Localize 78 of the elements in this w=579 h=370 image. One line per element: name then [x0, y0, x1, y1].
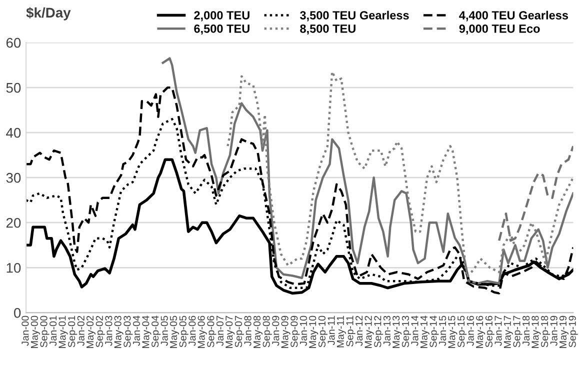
x-tick-label: May-10 — [309, 316, 318, 348]
x-tick-label: Sep-11 — [346, 316, 356, 346]
y-axis-title: $k/Day — [26, 7, 71, 20]
x-tick-label: Jan-12 — [356, 316, 363, 346]
y-tick-label: 0 — [14, 308, 21, 318]
x-tick-label: Sep-02 — [96, 316, 105, 348]
x-tick-label: Jan-09 — [272, 316, 280, 346]
x-tick-label: May-11 — [336, 316, 346, 348]
x-tick-label: May-03 — [114, 316, 124, 348]
x-tick-label: Sep-13 — [402, 316, 411, 348]
x-tick-label: Jan-06 — [188, 316, 196, 346]
y-tick-label: 10 — [6, 262, 21, 273]
x-tick-label: Sep-07 — [234, 316, 244, 348]
legend-label: 6,500 TEU — [194, 24, 250, 35]
x-tick-label: May-01 — [58, 316, 68, 348]
x-tick-label: Sep-05 — [179, 316, 188, 348]
x-tick-label: Jan-16 — [466, 316, 474, 346]
x-tick-label: Sep-03 — [124, 316, 133, 348]
x-tick-label: Sep-04 — [152, 316, 161, 348]
legend-label: 4,400 TEU Gearless — [459, 10, 568, 22]
x-tick-label: Sep-15 — [458, 316, 467, 348]
x-tick-label: May-16 — [476, 316, 486, 348]
x-tick-label: Sep-12 — [374, 316, 384, 348]
x-tick-label: Jan-17 — [494, 316, 502, 346]
x-tick-label: Jan-15 — [439, 316, 446, 346]
x-tick-label: May-17 — [504, 316, 513, 348]
x-tick-label: May-14 — [420, 316, 430, 348]
x-tick-label: Jan-00 — [22, 316, 29, 346]
x-tick-label: May-04 — [142, 316, 152, 348]
x-tick-label: Jan-14 — [411, 316, 418, 346]
x-tick-label: May-18 — [532, 316, 541, 348]
x-tick-label: Jan-01 — [50, 316, 57, 346]
x-tick-label: Jan-18 — [522, 316, 530, 346]
x-tick-label: Sep-16 — [485, 316, 494, 348]
x-tick-label: May-08 — [253, 316, 263, 348]
line-series — [226, 70, 574, 278]
x-tick-label: Jan-02 — [77, 316, 84, 346]
legend-label: 9,000 TEU Eco — [459, 24, 540, 35]
y-tick-label: 50 — [6, 82, 21, 93]
x-tick-label: May-00 — [30, 316, 40, 348]
x-tick-label: May-09 — [281, 316, 290, 348]
x-tick-label: May-07 — [226, 316, 235, 348]
x-tick-label: Jan-19 — [550, 316, 558, 346]
x-tick-label: Sep-08 — [262, 316, 272, 348]
x-tick-label: May-15 — [448, 316, 458, 348]
y-tick-label: 20 — [6, 218, 21, 228]
line-series — [26, 86, 574, 294]
legend-label: 3,500 TEU Gearless — [300, 10, 409, 22]
line-series — [498, 144, 574, 242]
x-tick-label: Sep-19 — [568, 316, 578, 348]
x-tick-label: May-06 — [198, 316, 207, 348]
x-tick-label: Sep-06 — [207, 316, 216, 348]
x-tick-label: Jan-10 — [300, 316, 307, 346]
y-tick-label: 60 — [6, 38, 21, 48]
x-tick-label: Jan-04 — [132, 316, 140, 346]
x-tick-label: Jan-07 — [216, 316, 224, 346]
x-tick-label: Sep-17 — [513, 316, 522, 348]
x-tick-label: May-02 — [86, 316, 96, 348]
y-tick-label: 30 — [6, 172, 21, 183]
x-tick-label: Sep-09 — [290, 316, 300, 348]
x-tick-label: May-13 — [392, 316, 402, 348]
legend-label: 8,500 TEU — [300, 24, 356, 35]
x-tick-label: Jan-03 — [105, 316, 112, 346]
x-tick-label: Sep-01 — [68, 316, 78, 348]
legend-label: 2,000 TEU — [194, 11, 250, 22]
x-tick-label: Jan-13 — [383, 316, 390, 346]
x-tick-label: Sep-14 — [430, 316, 439, 348]
y-tick-label: 40 — [6, 128, 21, 138]
x-tick-label: May-19 — [559, 316, 568, 348]
line-series — [162, 57, 574, 284]
x-tick-label: Sep-10 — [318, 316, 328, 348]
x-tick-label: Jan-05 — [160, 316, 168, 346]
x-tick-label: May-05 — [170, 316, 180, 348]
x-tick-label: Sep-00 — [40, 316, 50, 348]
x-tick-label: May-12 — [364, 316, 374, 348]
x-tick-label: Jan-11 — [328, 316, 335, 346]
x-tick-label: Sep-18 — [541, 316, 550, 348]
x-tick-label: Jan-08 — [244, 316, 252, 346]
